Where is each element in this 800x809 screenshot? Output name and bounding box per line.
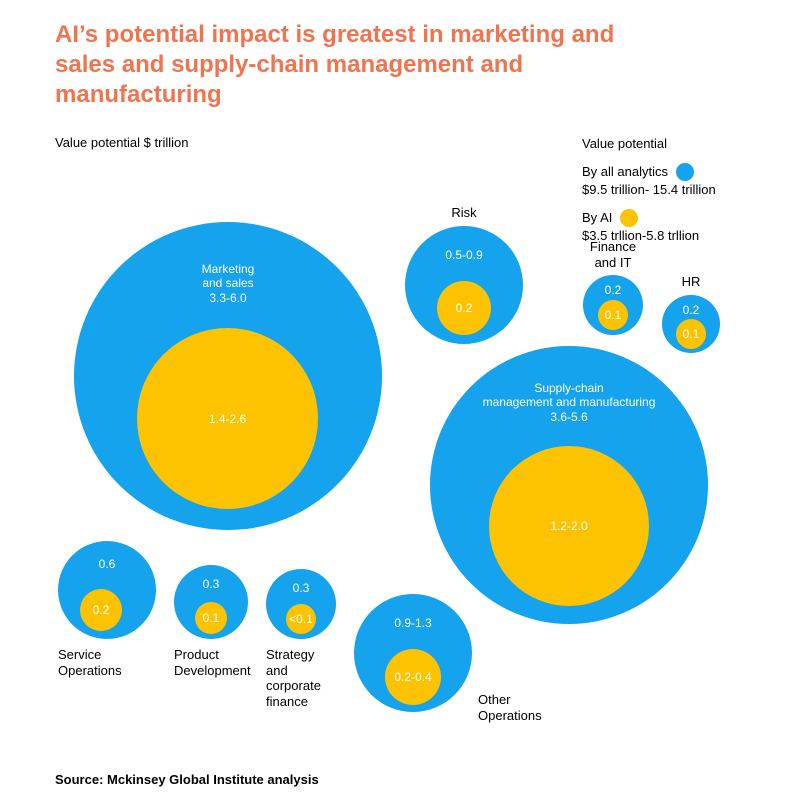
bubble-strategy: 0.3 <0.1 — [266, 569, 336, 639]
bubble-supply: Supply-chain management and manufacturin… — [430, 346, 708, 624]
bubble-supply-inner-value: 1.2-2.0 — [550, 519, 587, 533]
bubble-risk-ext-label: Risk — [451, 205, 476, 221]
bubble-hr-ext-label: HR — [682, 274, 701, 290]
legend-series1-sub: $9.5 trillion- 15.4 trillion — [582, 182, 716, 197]
legend-series2-label: By AI — [582, 210, 612, 225]
bubble-service-inner-value: 0.2 — [93, 603, 110, 617]
axis-label: Value potential $ trillion — [55, 135, 188, 152]
legend-swatch-ai — [620, 209, 638, 227]
bubble-risk: 0.5-0.9 0.2 — [405, 226, 523, 344]
bubble-finance-ext-label: Finance and IT — [590, 239, 636, 270]
bubble-product-ext-label: Product Development — [174, 647, 251, 678]
bubble-risk-label: 0.5-0.9 — [410, 248, 518, 262]
page-title: AI’s potential impact is greatest in mar… — [55, 20, 675, 110]
bubble-finance-label: 0.2 — [588, 283, 638, 297]
bubble-supply-label: Supply-chain management and manufacturin… — [459, 381, 679, 424]
legend-series1-label: By all analytics — [582, 164, 668, 179]
legend-heading: Value potential — [582, 135, 716, 153]
bubble-other-label: 0.9-1.3 — [359, 616, 467, 630]
page: AI’s potential impact is greatest in mar… — [0, 0, 800, 809]
bubble-product-label: 0.3 — [179, 577, 243, 591]
bubble-other: 0.9-1.3 0.2-0.4 — [354, 594, 472, 712]
bubble-marketing: Marketing and sales 3.3-6.0 1.4-2.6 — [74, 222, 382, 530]
legend-swatch-analytics — [676, 163, 694, 181]
bubble-service-ext-label: Service Operations — [58, 647, 122, 678]
bubble-strategy-ext-label: Strategy and corporate finance — [266, 647, 321, 709]
bubble-risk-inner-value: 0.2 — [456, 301, 473, 315]
bubble-hr: 0.2 0.1 — [662, 295, 720, 353]
bubble-service: 0.6 0.2 — [58, 541, 156, 639]
bubble-other-ext-label: Other Operations — [478, 692, 542, 723]
bubble-marketing-inner-value: 1.4-2.6 — [209, 412, 246, 426]
bubble-strategy-inner-value: <0.1 — [289, 612, 313, 626]
legend-series-analytics: By all analytics $9.5 trillion- 15.4 tri… — [582, 163, 716, 199]
bubble-other-inner-value: 0.2-0.4 — [394, 670, 431, 684]
bubble-product-inner-value: 0.1 — [203, 611, 220, 625]
legend: Value potential By all analytics $9.5 tr… — [582, 135, 716, 255]
bubble-hr-label: 0.2 — [667, 303, 715, 317]
bubble-finance-inner-value: 0.1 — [605, 308, 622, 322]
bubble-service-label: 0.6 — [63, 557, 151, 571]
bubble-marketing-label: Marketing and sales 3.3-6.0 — [118, 262, 338, 305]
source-line: Source: Mckinsey Global Institute analys… — [55, 772, 319, 787]
bubble-product: 0.3 0.1 — [174, 565, 248, 639]
bubble-strategy-label: 0.3 — [271, 581, 331, 595]
bubble-hr-inner-value: 0.1 — [683, 327, 700, 341]
bubble-finance: 0.2 0.1 — [583, 275, 643, 335]
